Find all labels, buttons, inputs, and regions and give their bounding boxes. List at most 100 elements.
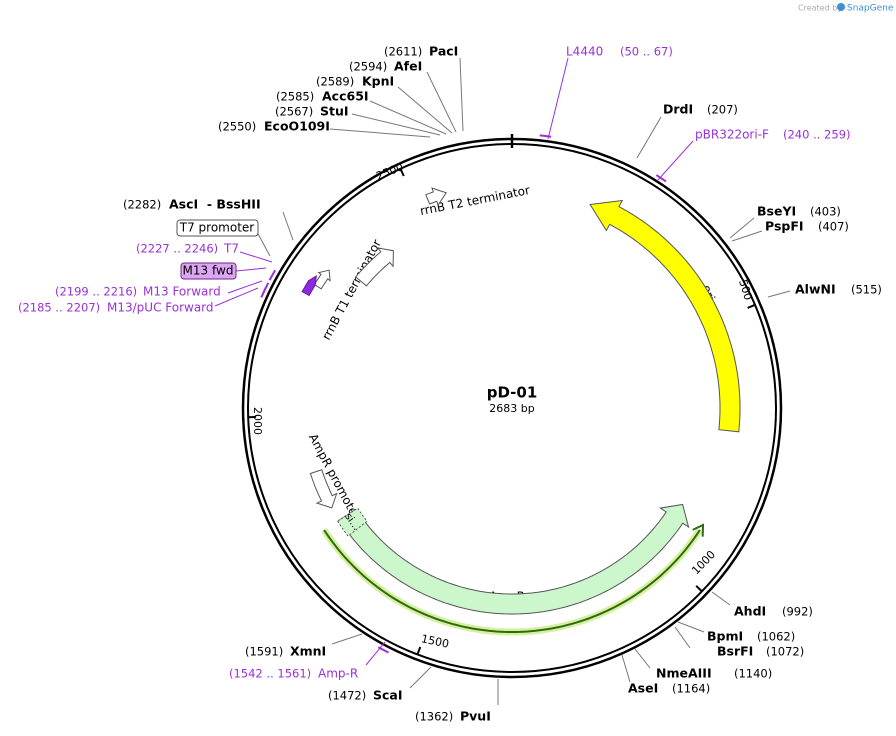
primer-leader [227, 280, 263, 294]
primer-range: (240 .. 259) [783, 128, 851, 142]
site-name: PvuI [460, 709, 491, 724]
leader-line [459, 57, 464, 132]
leader-line [767, 290, 791, 298]
leader-line [351, 113, 441, 136]
leader-line [636, 116, 662, 159]
primer-name: Amp-R [318, 667, 358, 681]
leader-line [729, 217, 755, 239]
site-name: DrdI [663, 102, 693, 117]
site-name: BseYI [757, 204, 796, 219]
site-position: (207) [707, 103, 738, 117]
leader-line [256, 231, 271, 257]
site-position: (407) [818, 220, 849, 234]
site-position: (1062) [757, 630, 795, 644]
rrnb-t1 [354, 247, 394, 287]
leader-line [731, 230, 763, 242]
ruler-label: 2500 [374, 160, 405, 183]
primer-site [377, 646, 389, 654]
leader-line [282, 211, 294, 241]
ampr-orf-head [692, 523, 705, 537]
ori-feature [589, 199, 741, 433]
site-position: (403) [810, 205, 841, 219]
credit: Created by [798, 4, 842, 13]
primer-leader [365, 641, 386, 666]
m13-fwd-feature [301, 275, 317, 297]
site-position: (1072) [766, 645, 804, 659]
leader-line [677, 621, 705, 633]
ampr-orf [323, 529, 701, 633]
leader-line [621, 654, 631, 683]
leader-line [634, 648, 651, 669]
primer-name: L4440 [566, 45, 603, 59]
primer-box-label: M13 fwd [183, 264, 234, 278]
site-name: AhdI [734, 604, 766, 619]
feature-box-label: T7 promoter [179, 221, 255, 235]
site-name: StuI [320, 104, 349, 119]
primer-leader [239, 251, 273, 263]
site-name: BpmI [707, 629, 743, 644]
site-position: (1362) [415, 710, 453, 724]
site-position: (1472) [328, 689, 366, 703]
site-position: (2585) [276, 90, 314, 104]
site-name: Acc65I [322, 89, 369, 104]
site-name: AlwNI [795, 282, 836, 297]
ruler-label: 2000 [251, 407, 264, 435]
site-position: (2589) [316, 75, 354, 89]
site-name: ScaI [373, 688, 403, 703]
site-position: (2550) [218, 120, 256, 134]
site-name: AscI - BssHII [169, 197, 261, 212]
primer-name: T7 [223, 242, 239, 256]
ruler-label: 1000 [689, 548, 718, 577]
signal-peptide [336, 507, 368, 537]
feature-label: rrnB T1 terminator [319, 237, 384, 342]
ampr-feature [338, 503, 690, 615]
rrnb-t2 [425, 187, 447, 207]
site-name: XmnI [290, 644, 326, 659]
site-name: AfeI [394, 59, 422, 74]
site-position: (1140) [734, 667, 772, 681]
leader-line [711, 591, 731, 606]
ruler-tick [695, 585, 703, 593]
site-position: (1164) [672, 682, 710, 696]
ruler-tick [399, 168, 405, 177]
ampr-promoter [309, 469, 338, 509]
ruler-label: 500 [736, 278, 755, 302]
leader-line [409, 666, 432, 689]
primer-name: M13/pUC Forward [107, 301, 214, 315]
primer-name: M13 Forward [143, 285, 221, 299]
site-name: KpnI [362, 74, 394, 89]
site-name: EcoO109I [264, 119, 330, 134]
leader-line [426, 71, 457, 133]
site-name: BsrFI [717, 644, 753, 659]
site-name: AseI [628, 681, 658, 696]
primer-leader [547, 57, 569, 140]
site-position: (2567) [275, 105, 313, 119]
leader-line [329, 128, 431, 138]
leader-line [674, 626, 691, 649]
primer-site [260, 286, 268, 298]
primer-site [655, 174, 667, 183]
site-name: NmeAIII [656, 666, 712, 681]
leader-line [397, 86, 453, 134]
plasmid-length: 2683 bp [489, 402, 534, 415]
rrnb-t1b [313, 269, 331, 290]
label-box [180, 262, 237, 280]
primer-name: pBR322ori-F [695, 128, 769, 142]
brand: SnapGene [847, 4, 894, 14]
primer-range: (1542 .. 1561) [229, 667, 311, 681]
primer-range: (2185 .. 2207) [18, 301, 100, 315]
site-position: (1591) [245, 645, 283, 659]
label-box [176, 219, 259, 237]
primer-range: (50 .. 67) [620, 45, 673, 59]
site-position: (2611) [384, 45, 422, 59]
leader-line [235, 267, 267, 272]
site-position: (2594) [349, 60, 387, 74]
primer-leader [656, 140, 694, 182]
ruler-tick [747, 303, 756, 309]
brand-icon [837, 3, 845, 11]
primer-range: (2199 .. 2216) [55, 285, 137, 299]
ruler-label: 1500 [420, 632, 450, 651]
site-name: PspFI [765, 219, 804, 234]
primer-leader [214, 287, 259, 307]
